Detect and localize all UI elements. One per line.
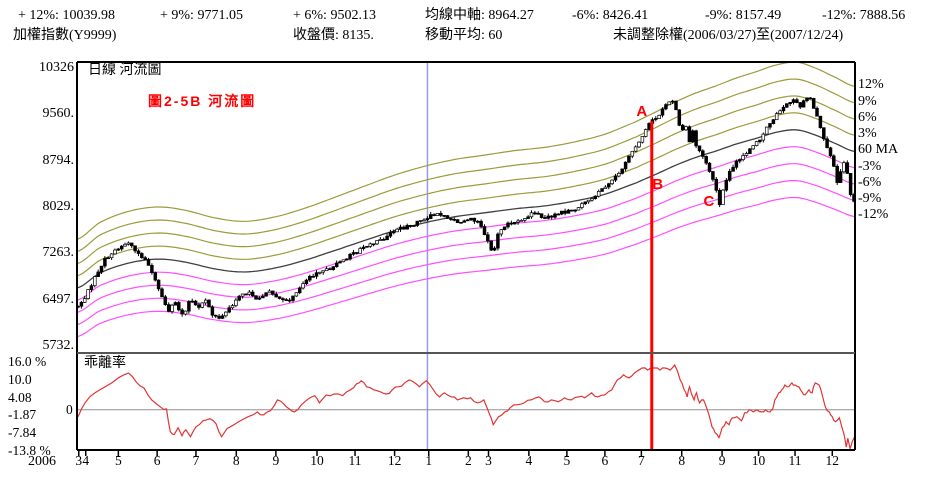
deviation-axis-tick: 0	[66, 401, 73, 417]
header-ma-center-value: 均線中軸: 8964.27	[425, 8, 534, 23]
month-axis-tick: 4	[82, 453, 90, 468]
header-plus6-value: + 6%: 9502.13	[293, 8, 376, 23]
month-axis-tick: 7	[638, 453, 645, 468]
month-axis-tick: 7	[192, 453, 200, 468]
month-axis-tick: 8	[678, 453, 686, 468]
deviation-axis-tick: -13.8 %	[8, 443, 51, 458]
band-label: -6%	[858, 174, 882, 190]
month-axis-tick: 10	[751, 453, 766, 468]
header-plus9-value: + 9%: 9771.05	[160, 8, 243, 23]
header-minus12-value: -12%: 7888.56	[822, 8, 906, 23]
band-label: 9%	[858, 93, 877, 109]
x-axis-year-label: 2006	[28, 454, 56, 469]
deviation-panel-label: 乖離率	[84, 356, 126, 371]
month-axis-tick: 4	[525, 453, 533, 468]
month-axis-tick: 8	[232, 453, 240, 468]
price-axis-tick: 8794.	[42, 152, 75, 168]
header-plus12-value: + 12%: 10039.98	[18, 8, 115, 23]
instrument-name: 加權指數(Y9999)	[13, 28, 117, 43]
header-minus9-value: -9%: 8157.49	[705, 8, 782, 23]
month-axis-tick: 12	[387, 453, 402, 468]
month-axis-tick: 6	[601, 453, 609, 468]
month-axis-tick: 2	[464, 453, 472, 468]
month-axis-tick: 6	[153, 453, 161, 468]
deviation-axis-tick: 4.08	[8, 389, 32, 405]
deviation-axis-tick: -7.84	[8, 425, 37, 441]
band-label: -9%	[858, 191, 882, 207]
price-axis-tick: 8029.	[42, 199, 75, 214]
deviation-axis-tick: 16.0 %	[8, 354, 47, 369]
band-label: 6%	[858, 109, 877, 125]
month-axis-tick: 3	[75, 453, 83, 468]
price-axis-tick: 9560.	[42, 106, 75, 122]
band-label: 3%	[858, 126, 877, 142]
marker-b: B	[652, 176, 664, 194]
month-axis-tick: 11	[788, 453, 802, 468]
deviation-axis-tick: 10.0	[8, 371, 32, 387]
month-axis-tick: 5	[114, 453, 122, 468]
band-label: 60 MA	[858, 142, 899, 158]
month-axis-tick: 3	[485, 453, 492, 468]
marker-a: A	[636, 103, 648, 121]
month-axis-tick: 10	[310, 453, 324, 468]
month-axis-tick: 9	[272, 453, 280, 468]
band-label: 12%	[858, 77, 884, 93]
month-axis-tick: 1	[425, 453, 433, 468]
month-axis-tick: 9	[718, 453, 726, 468]
marker-c: C	[703, 193, 715, 211]
deviation-axis-tick: -1.87	[8, 407, 37, 423]
panel-type-label: 日線 河流圖	[88, 63, 162, 78]
month-axis-tick: 5	[563, 453, 571, 468]
price-axis-tick: 10326	[39, 60, 74, 75]
band-label: -12%	[858, 207, 889, 223]
moving-average-setting: 移動平均: 60	[425, 28, 503, 43]
month-axis-tick: 12	[825, 453, 840, 468]
adjustment-status: 未調整除權	[613, 28, 683, 43]
chart-title: 圖2-5B 河流圖	[148, 93, 257, 109]
price-axis-tick: 5732.	[42, 338, 75, 353]
price-axis-tick: 6497.	[42, 291, 75, 307]
date-range: (2006/03/27)至(2007/12/24)	[683, 28, 844, 43]
band-label: -3%	[858, 158, 882, 174]
price-axis-tick: 7263.	[42, 245, 75, 261]
month-axis-tick: 11	[348, 453, 362, 468]
header-minus6-value: -6%: 8426.41	[572, 8, 649, 23]
close-price-value: 收盤價: 8135.	[293, 28, 374, 43]
